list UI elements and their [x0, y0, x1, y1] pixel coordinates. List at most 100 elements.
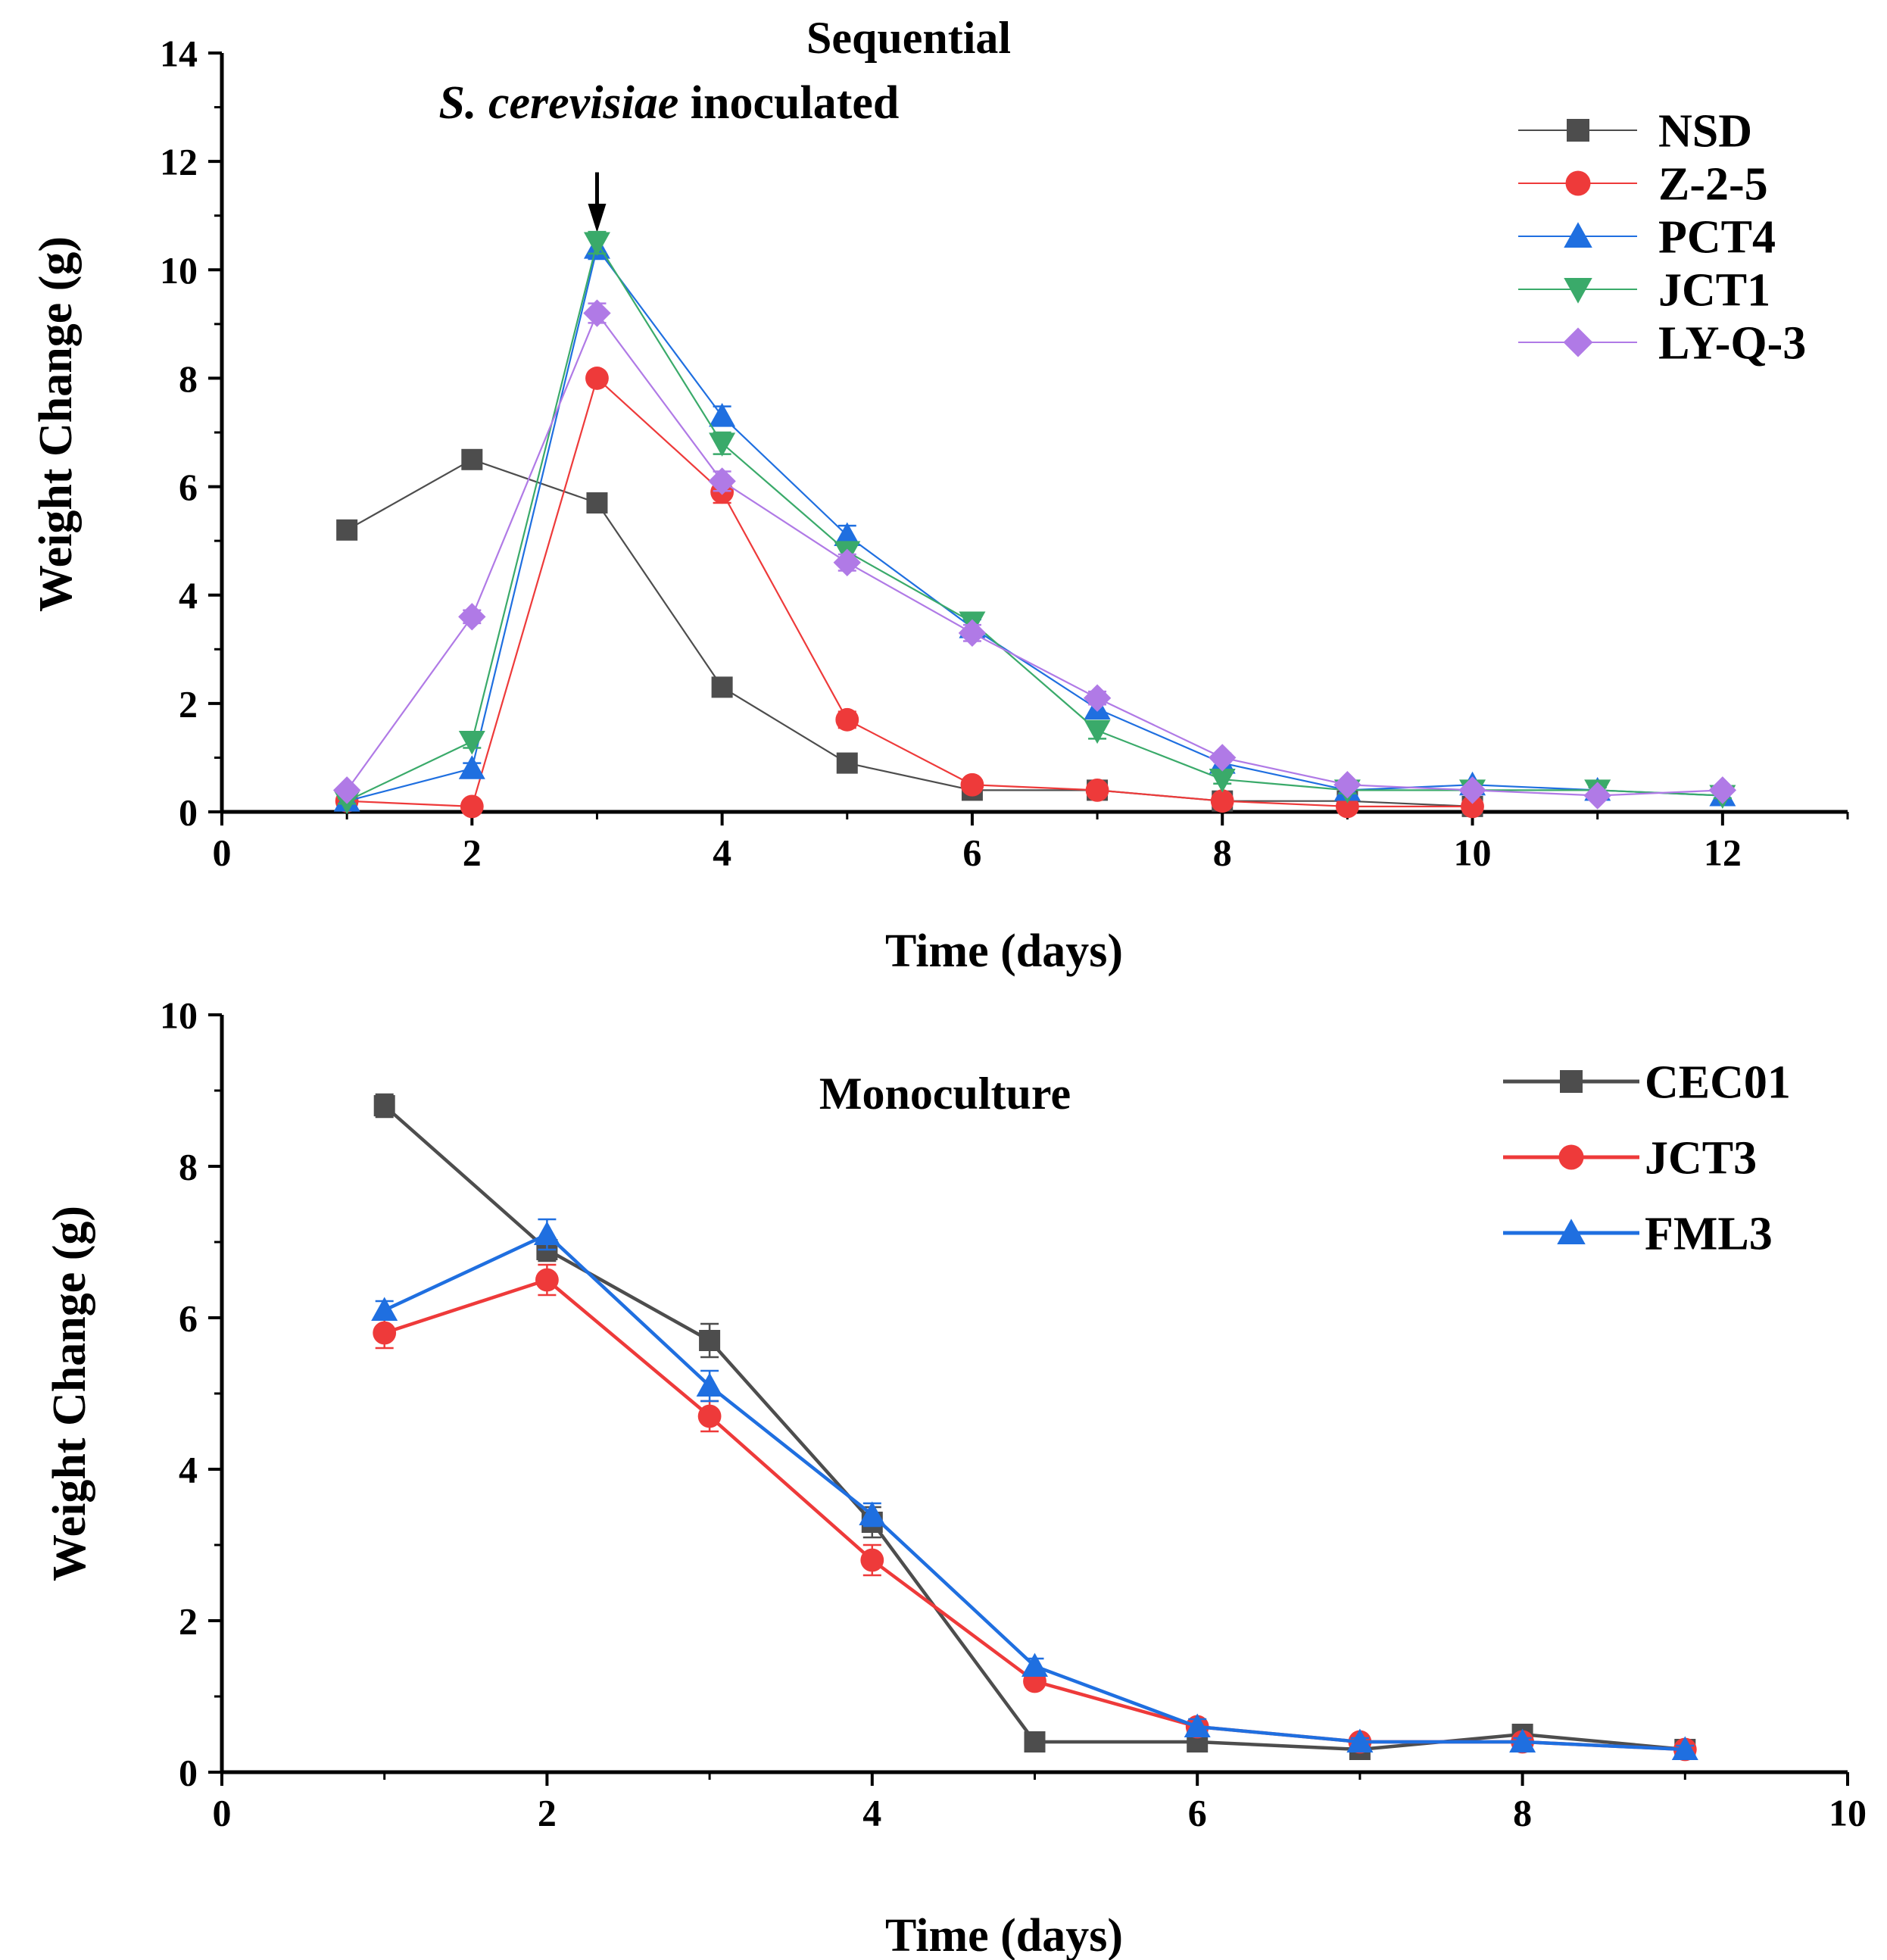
x-axis-label: Time (days)	[885, 925, 1123, 977]
legend-marker	[1557, 1219, 1586, 1244]
x-tick-label: 4	[862, 1792, 881, 1834]
y-tick-label: 2	[179, 1600, 198, 1643]
legend-label: Z-2-5	[1658, 159, 1768, 211]
data-point	[1708, 776, 1737, 804]
data-point	[458, 730, 485, 755]
data-point	[699, 1330, 721, 1351]
y-axis-label: Weight Change (g)	[30, 236, 82, 612]
legend-marker	[1565, 170, 1591, 196]
data-point	[958, 619, 987, 648]
series-z-2-5	[335, 367, 1484, 819]
legend-marker	[1567, 119, 1589, 142]
data-point	[1084, 719, 1111, 744]
series-line	[347, 377, 1473, 807]
x-tick-label: 8	[1513, 1792, 1532, 1834]
annotation-arrow-head	[588, 204, 607, 233]
data-point	[332, 776, 361, 804]
x-tick-label: 2	[538, 1792, 557, 1834]
y-tick-label: 10	[160, 994, 198, 1037]
y-tick-label: 6	[179, 1297, 198, 1340]
y-tick-label: 4	[179, 1449, 198, 1491]
x-tick-label: 2	[463, 832, 482, 874]
x-axis-label: Time (days)	[885, 1910, 1123, 1960]
legend-marker	[1564, 222, 1592, 248]
annotation-text: inoculated	[678, 77, 899, 129]
y-tick-label: 0	[179, 791, 198, 834]
x-tick-label: 0	[213, 832, 232, 874]
data-point	[583, 299, 611, 327]
data-point	[583, 232, 610, 256]
data-point	[860, 1548, 884, 1572]
data-point	[1333, 771, 1361, 799]
series-line	[346, 247, 1723, 802]
legend-marker	[1560, 1070, 1583, 1093]
series-jct3	[373, 1263, 1697, 1762]
data-point	[1021, 1653, 1048, 1677]
y-tick-label: 12	[160, 141, 198, 183]
data-point	[1024, 1731, 1046, 1752]
x-tick-label: 4	[713, 832, 731, 874]
data-point	[1083, 684, 1112, 712]
series-fml3	[371, 1218, 1698, 1760]
series-line	[346, 312, 1723, 797]
legend-label: PCT4	[1658, 212, 1776, 264]
x-tick-label: 0	[213, 1792, 232, 1834]
data-point	[458, 603, 486, 631]
legend-label: JCT3	[1645, 1133, 1757, 1184]
data-point	[709, 432, 736, 457]
data-point	[336, 519, 358, 541]
chart-title: Monoculture	[819, 1069, 1071, 1119]
y-tick-label: 4	[179, 574, 198, 616]
data-point	[835, 707, 859, 732]
series-ly-q-3	[332, 299, 1737, 810]
data-point	[373, 1321, 397, 1345]
data-point	[371, 1297, 398, 1321]
data-point	[1583, 782, 1611, 810]
series-jct1	[333, 230, 1736, 815]
y-tick-label: 8	[179, 1146, 198, 1188]
annotation-label: S. cerevisiae inoculated	[439, 77, 900, 129]
legend-label: FML3	[1645, 1209, 1773, 1260]
data-point	[709, 403, 736, 427]
legend-label: LY-Q-3	[1658, 318, 1806, 370]
legend-marker	[1558, 1144, 1584, 1170]
data-point	[533, 1221, 560, 1245]
chart-title: Sequential	[806, 13, 1011, 63]
data-point	[960, 772, 984, 797]
legend-marker	[1563, 327, 1593, 357]
legend-label: JCT1	[1658, 265, 1770, 317]
x-tick-label: 6	[1188, 1792, 1207, 1834]
series-nsd	[336, 448, 1483, 817]
data-point	[1209, 744, 1237, 772]
sequential-chart: 0 2 4 6 8 10 12 14 0 2 4 6 8 10 12 Time (days) Weight Ch…	[30, 13, 1849, 977]
y-tick-label: 6	[179, 466, 198, 508]
data-point	[834, 522, 861, 546]
data-point	[836, 752, 858, 774]
series-line	[346, 458, 1473, 807]
data-point	[373, 1095, 395, 1116]
data-point	[458, 755, 485, 779]
y-tick-label: 14	[160, 33, 198, 75]
monoculture-chart: 0 2 4 6 8 10 0 2 4 6 8 10 Time (days) Weight Change (…	[44, 994, 1867, 1960]
y-tick-label: 8	[179, 357, 198, 400]
series-line	[346, 242, 1723, 802]
data-point	[697, 1404, 722, 1428]
data-point	[461, 448, 483, 470]
legend-label: NSD	[1658, 106, 1752, 158]
data-point	[1671, 1736, 1698, 1760]
y-tick-label: 10	[160, 249, 198, 292]
data-point	[711, 676, 733, 698]
annotation-species: S. cerevisiae	[439, 77, 679, 129]
data-point	[535, 1268, 559, 1292]
data-point	[1458, 776, 1486, 804]
legend-label: CEC01	[1645, 1057, 1791, 1109]
data-point	[1210, 789, 1234, 813]
x-tick-label: 6	[962, 832, 981, 874]
legend-marker	[1564, 278, 1592, 304]
series-pct4	[333, 235, 1736, 812]
data-point	[696, 1372, 723, 1397]
x-tick-label: 10	[1829, 1792, 1867, 1834]
data-point	[585, 367, 609, 390]
x-tick-label: 10	[1454, 832, 1492, 874]
